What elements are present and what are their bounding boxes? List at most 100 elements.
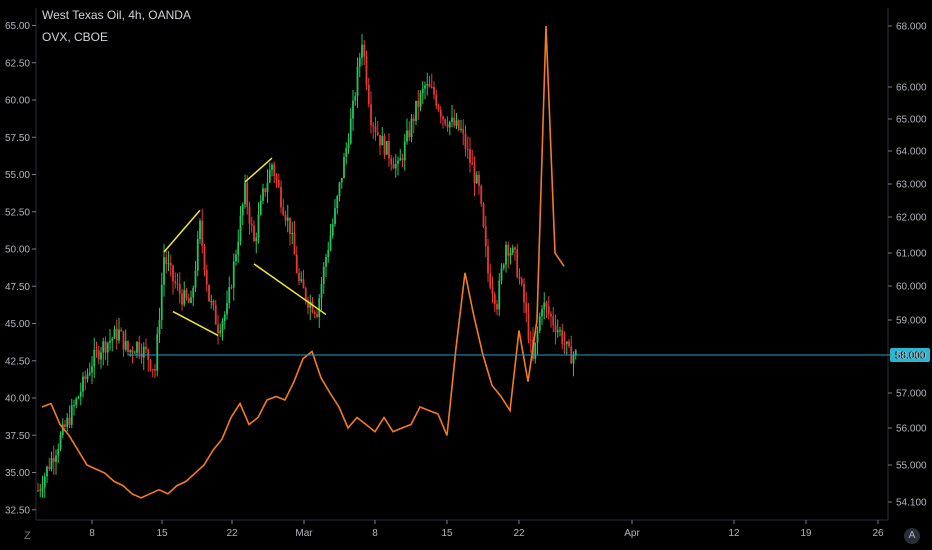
left-price-axis[interactable]: 32.50 35.00 37.50 40.00 42.50 45.00 47.50 50.00… xyxy=(5,21,36,516)
candle-body xyxy=(41,487,44,490)
candle-body xyxy=(102,341,105,353)
candle-body xyxy=(412,118,415,121)
candle-body xyxy=(424,85,426,89)
candle-body xyxy=(129,350,132,352)
candle-body xyxy=(370,104,372,126)
candle-body xyxy=(543,302,546,310)
support-line: 58.000 xyxy=(128,348,930,362)
candle-body xyxy=(392,164,395,169)
left-tick-label: 45.00 xyxy=(5,319,30,330)
left-tick-label: 35.00 xyxy=(5,468,30,479)
candle-body xyxy=(84,376,87,380)
candle-body xyxy=(471,162,474,165)
candle-body xyxy=(275,176,278,180)
candle-body xyxy=(124,341,127,350)
candle-body xyxy=(271,164,273,170)
left-tick-label: 65.00 xyxy=(5,21,30,32)
candle-body xyxy=(349,118,352,144)
left-tick-label: 52.50 xyxy=(5,207,30,218)
candle-body xyxy=(104,341,107,353)
candle-body xyxy=(46,466,48,477)
left-tick-label: 62.50 xyxy=(5,58,30,69)
candle-body xyxy=(430,86,433,88)
candle-body xyxy=(516,249,519,277)
candle-body xyxy=(250,223,253,226)
right-tick-label: 60.000 xyxy=(896,282,927,293)
candle-body xyxy=(226,303,228,315)
candle-body xyxy=(246,182,249,207)
candle-body xyxy=(322,266,325,284)
candle-body xyxy=(311,301,314,313)
candle-body xyxy=(318,298,321,318)
left-tick-label: 32.50 xyxy=(5,505,30,516)
candle-body xyxy=(379,135,381,146)
candle-body xyxy=(289,217,291,235)
candle-body xyxy=(464,133,467,149)
candle-body xyxy=(192,287,195,298)
candle-body xyxy=(415,100,417,121)
candle-body xyxy=(165,257,168,264)
candle-body xyxy=(158,319,161,335)
candle-body xyxy=(109,340,111,343)
candle-body xyxy=(406,130,408,142)
time-tick-label: 8 xyxy=(372,528,378,539)
candle-body xyxy=(295,254,298,273)
candle-body xyxy=(376,132,379,136)
candle-body xyxy=(374,126,377,133)
candle-body xyxy=(59,435,62,450)
candle-body xyxy=(345,148,348,158)
candle-body xyxy=(480,185,483,204)
price-tag-label: 58.000 xyxy=(895,351,926,362)
candle-body xyxy=(509,253,512,256)
candle-body xyxy=(57,449,60,456)
candle-body xyxy=(381,135,384,146)
candle-body xyxy=(568,341,570,347)
candle-body xyxy=(205,269,208,285)
candle-body xyxy=(507,244,510,256)
candle-body xyxy=(257,214,260,238)
candle-body xyxy=(106,342,109,353)
candle-body xyxy=(86,374,89,380)
candle-body xyxy=(52,458,55,462)
grid xyxy=(35,8,889,521)
price-tag xyxy=(890,348,930,362)
candle-body xyxy=(498,280,501,310)
candle-body xyxy=(358,57,361,67)
pattern-trend-line xyxy=(244,157,273,183)
candle-body xyxy=(172,265,174,282)
candle-body xyxy=(255,237,258,242)
pattern-trend-line xyxy=(172,310,219,337)
candle-body xyxy=(529,339,532,341)
candle-body xyxy=(133,352,136,354)
candle-body xyxy=(190,297,192,303)
ovx-line xyxy=(41,25,565,499)
candle-body xyxy=(235,254,237,262)
candle-body xyxy=(327,250,330,258)
time-tick-label: 19 xyxy=(800,528,812,539)
candle-body xyxy=(514,247,516,250)
candle-body xyxy=(466,148,469,150)
candle-body xyxy=(309,301,312,308)
candle-body xyxy=(361,44,363,58)
candle-body xyxy=(417,100,420,107)
candle-body xyxy=(352,100,354,119)
right-tick-label: 54.100 xyxy=(896,498,927,509)
candle-body xyxy=(210,300,213,302)
auto-scale-button[interactable]: A xyxy=(904,528,920,544)
candle-body xyxy=(439,109,442,117)
candle-body xyxy=(489,273,492,288)
candle-body xyxy=(556,330,559,333)
candle-body xyxy=(520,278,523,284)
candle-body xyxy=(203,246,206,270)
time-axis[interactable]: 8 15 22 Mar 8 15 22 Apr 12 19 26 xyxy=(89,520,884,539)
candle-body xyxy=(487,246,489,274)
candle-body xyxy=(70,405,73,425)
candle-body xyxy=(300,279,303,281)
candle-body xyxy=(55,455,57,462)
right-tick-label: 66.000 xyxy=(896,83,927,94)
candle-body xyxy=(181,293,183,305)
candle-body xyxy=(298,272,300,281)
candle-body xyxy=(48,466,51,470)
right-price-axis[interactable]: 54.100 55.000 56.000 57.000 58.000 59.000 60.0… xyxy=(888,22,927,509)
